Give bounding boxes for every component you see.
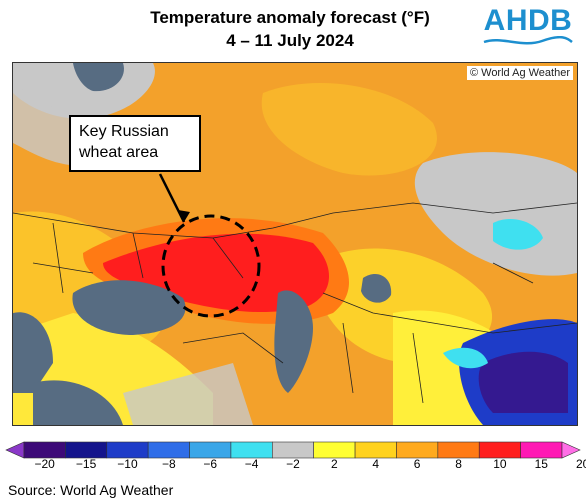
legend-swatch — [520, 441, 563, 459]
map-zone-dark-blue — [478, 351, 568, 413]
legend-label: 6 — [414, 457, 421, 471]
logo-wave-icon — [483, 36, 573, 45]
legend-swatch — [189, 441, 232, 459]
legend-labels: −20 −15 −10 −8 −6 −4 −2 2 4 6 8 10 15 20 — [35, 457, 586, 471]
map-canvas — [13, 63, 577, 425]
legend-swatch — [313, 441, 356, 459]
callout-arrow-head — [178, 210, 190, 222]
callout-line-2: wheat area — [79, 144, 159, 161]
legend-swatch — [23, 441, 66, 459]
map-zone-neutral-kazakhstan — [414, 152, 577, 276]
legend-label: 10 — [493, 457, 507, 471]
adriatic-sea — [13, 312, 53, 393]
legend-swatch — [147, 441, 190, 459]
legend-label: −8 — [162, 457, 176, 471]
logo-text: AHDB — [483, 4, 573, 37]
legend-label: −4 — [245, 457, 259, 471]
legend-label: −2 — [286, 457, 300, 471]
legend-label: −6 — [203, 457, 217, 471]
map-zone-cyan-se — [443, 347, 488, 369]
legend-swatch — [272, 441, 314, 459]
map-watermark: © World Ag Weather — [466, 66, 573, 80]
legend-label: 15 — [535, 457, 549, 471]
callout-arrow-line — [158, 173, 186, 223]
legend-high-arrow — [561, 441, 581, 459]
legend-label: 8 — [455, 457, 462, 471]
wheat-area-circle — [161, 214, 261, 318]
legend-swatch — [65, 441, 108, 459]
baltic-sea — [73, 63, 124, 92]
wheat-area-callout: Key Russian wheat area — [69, 115, 201, 172]
legend-label: −20 — [35, 457, 56, 471]
callout-line-1: Key Russian — [79, 123, 169, 140]
legend-swatch — [478, 441, 521, 459]
ahdb-logo: AHDB — [478, 4, 578, 54]
legend-label: −10 — [117, 457, 138, 471]
legend-label: 4 — [372, 457, 379, 471]
map-zone-cyan — [493, 218, 543, 250]
legend-swatch — [437, 441, 480, 459]
legend-swatches — [5, 441, 581, 459]
aral-sea — [361, 274, 392, 303]
map-zone-neutral-turkey — [123, 363, 253, 425]
legend-low-arrow — [5, 441, 25, 459]
legend-label: 2 — [331, 457, 338, 471]
title-line-2: 4 – 11 July 2024 — [226, 31, 354, 50]
source-note: Source: World Ag Weather — [8, 482, 174, 498]
chart-title: Temperature anomaly forecast (°F) 4 – 11… — [70, 6, 510, 52]
legend-label: −15 — [76, 457, 97, 471]
title-line-1: Temperature anomaly forecast (°F) — [150, 8, 430, 27]
mediterranean-sea — [33, 380, 123, 425]
caspian-sea — [274, 290, 313, 393]
legend-swatch — [354, 441, 397, 459]
legend-swatch — [396, 441, 439, 459]
country-borders — [13, 202, 577, 404]
legend-swatch — [230, 441, 273, 459]
map-zone-north — [261, 83, 437, 176]
color-scale-legend: −20 −15 −10 −8 −6 −4 −2 2 4 6 8 10 15 20 — [5, 441, 586, 471]
black-sea — [72, 280, 186, 335]
legend-label: 20 — [576, 457, 586, 471]
anomaly-map: © World Ag Weather — [12, 62, 578, 426]
legend-swatch — [106, 441, 149, 459]
